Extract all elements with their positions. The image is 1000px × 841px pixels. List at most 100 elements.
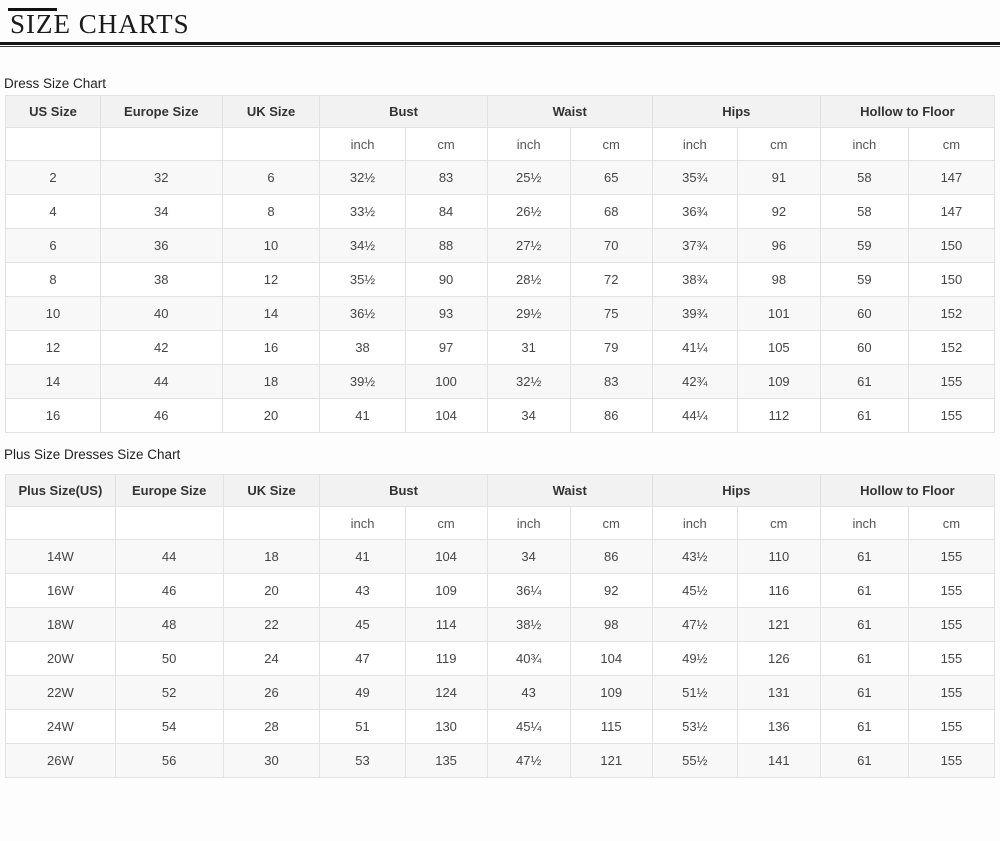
size-cell: 38	[99, 262, 223, 297]
unit-label: inch	[319, 127, 406, 161]
size-cell: 155	[907, 743, 996, 778]
title-divider-thin	[0, 46, 1000, 47]
size-cell: 93	[404, 296, 488, 331]
size-cell: 84	[404, 194, 488, 229]
size-cell: 61	[819, 398, 909, 433]
size-cell: 18	[222, 539, 321, 574]
size-cell: 61	[819, 709, 909, 744]
size-cell: 155	[907, 709, 996, 744]
column-header: Hips	[651, 474, 821, 507]
size-cell: 42	[99, 330, 223, 365]
size-cell: 150	[907, 262, 996, 297]
size-cell: 53	[319, 743, 406, 778]
size-cell: 130	[404, 709, 488, 744]
table-row: 4 34 8 33½ 84 26½ 68 36¾ 92 58 147	[5, 194, 996, 229]
size-cell: 47½	[651, 607, 738, 642]
size-cell: 136	[736, 709, 821, 744]
size-cell: 37¾	[651, 228, 738, 263]
size-cell: 52	[114, 675, 224, 710]
size-cell: 14W	[5, 539, 116, 574]
size-cell: 131	[736, 675, 821, 710]
size-cell: 36¾	[651, 194, 738, 229]
plus-size-chart-section: Plus Size Dresses Size Chart Plus Size(U…	[4, 447, 996, 778]
column-header: Hollow to Floor	[819, 95, 996, 128]
size-cell: 31	[486, 330, 571, 365]
table-row: 26W 56 30 53 135 47½ 121 55½ 141 61 155	[5, 743, 996, 778]
size-cell: 101	[736, 296, 821, 331]
table-row: 14 44 18 39½ 100 32½ 83 42¾ 109 61 155	[5, 364, 996, 399]
size-cell: 97	[404, 330, 488, 365]
size-cell: 51	[319, 709, 406, 744]
size-cell: 45	[319, 607, 406, 642]
unit-label: inch	[819, 127, 909, 161]
size-cell: 54	[114, 709, 224, 744]
size-cell: 70	[569, 228, 653, 263]
column-header: Waist	[486, 95, 653, 128]
size-cell: 12	[5, 330, 101, 365]
unit-label: inch	[486, 506, 571, 540]
size-cell: 61	[819, 607, 909, 642]
size-cell: 61	[819, 364, 909, 399]
size-cell: 92	[736, 194, 821, 229]
column-header: Hips	[651, 95, 821, 128]
dress-size-table: US Size Europe Size UK Size Bust Waist Hips Ho…	[5, 95, 996, 433]
size-cell: 36	[99, 228, 223, 263]
size-cell: 8	[221, 194, 321, 229]
size-cell: 50	[114, 641, 224, 676]
size-cell: 96	[736, 228, 821, 263]
size-cell: 58	[819, 160, 909, 195]
size-cell: 26W	[5, 743, 116, 778]
size-cell: 61	[819, 573, 909, 608]
unit-label: inch	[819, 506, 909, 540]
size-cell: 16	[221, 330, 321, 365]
unit-label: cm	[907, 506, 996, 540]
size-cell: 155	[907, 398, 996, 433]
column-header: Waist	[486, 474, 653, 507]
size-cell: 147	[907, 194, 996, 229]
size-cell: 39¾	[651, 296, 738, 331]
empty-cell	[221, 127, 321, 161]
column-header: Bust	[319, 474, 488, 507]
size-cell: 116	[736, 573, 821, 608]
size-cell: 61	[819, 539, 909, 574]
size-cell: 109	[404, 573, 488, 608]
size-cell: 32½	[319, 160, 406, 195]
empty-cell	[5, 506, 116, 540]
empty-cell	[222, 506, 321, 540]
size-cell: 126	[736, 641, 821, 676]
column-header: Plus Size(US)	[5, 474, 116, 507]
header-row: Plus Size(US) Europe Size UK Size Bust Waist…	[5, 474, 996, 507]
size-cell: 45½	[651, 573, 738, 608]
table-row: 20W 50 24 47 119 40¾ 104 49½ 126 61 155	[5, 641, 996, 676]
size-cell: 4	[5, 194, 101, 229]
top-left-bar	[8, 8, 57, 11]
size-cell: 119	[404, 641, 488, 676]
size-cell: 41	[319, 539, 406, 574]
size-cell: 147	[907, 160, 996, 195]
size-cell: 36¼	[486, 573, 571, 608]
size-cell: 29½	[486, 296, 571, 331]
size-cell: 79	[569, 330, 653, 365]
size-cell: 75	[569, 296, 653, 331]
unit-label: cm	[736, 506, 821, 540]
size-cell: 28	[222, 709, 321, 744]
size-cell: 18W	[5, 607, 116, 642]
size-cell: 32½	[486, 364, 571, 399]
size-cell: 34	[486, 398, 571, 433]
size-cell: 59	[819, 262, 909, 297]
unit-row: inch cm inch cm inch cm inch cm	[5, 127, 996, 161]
size-cell: 124	[404, 675, 488, 710]
size-cell: 26	[222, 675, 321, 710]
size-cell: 47	[319, 641, 406, 676]
size-cell: 155	[907, 607, 996, 642]
size-cell: 40	[99, 296, 223, 331]
size-cell: 10	[5, 296, 101, 331]
unit-label: cm	[569, 127, 653, 161]
size-cell: 35½	[319, 262, 406, 297]
size-cell: 92	[569, 573, 653, 608]
title-divider-thick	[0, 42, 1000, 45]
size-cell: 46	[99, 398, 223, 433]
size-cell: 34	[486, 539, 571, 574]
size-cell: 86	[569, 539, 653, 574]
empty-cell	[114, 506, 224, 540]
